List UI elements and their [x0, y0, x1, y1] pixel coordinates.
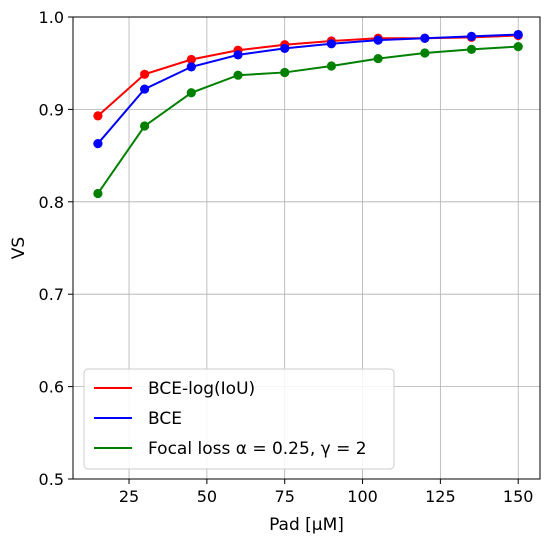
x-tick-label: 25 [119, 487, 139, 506]
data-point [186, 62, 196, 72]
x-tick-label: 100 [347, 487, 378, 506]
series-line [97, 45, 519, 195]
series-bce [93, 29, 523, 149]
data-point [280, 43, 290, 54]
data-point [373, 53, 383, 64]
data-point [420, 48, 430, 58]
data-point [140, 69, 150, 79]
series-bce-log-iou [93, 30, 523, 121]
y-tick-label: 0.6 [39, 378, 64, 397]
legend-label: BCE [148, 409, 182, 429]
data-point [140, 121, 150, 131]
x-axis-label: Pad [μM] [269, 515, 344, 535]
x-tick-label: 125 [425, 487, 456, 506]
data-point [93, 138, 103, 149]
x-tick-label: 50 [197, 487, 217, 506]
legend-item: BCE [94, 409, 182, 429]
data-point [373, 35, 383, 45]
x-tick-label: 150 [503, 487, 534, 506]
data-point [233, 70, 243, 80]
data-point [513, 41, 523, 52]
data-point [140, 84, 150, 94]
data-point [513, 29, 523, 40]
y-tick-label: 0.9 [39, 100, 64, 119]
data-point [326, 39, 337, 49]
data-point [466, 31, 477, 42]
series-layer [93, 29, 523, 199]
axis-ticks: 25 50 75 100 125 150 0.5 0.6 0.7 0.8 0.9 1.0 [39, 8, 534, 506]
legend-item: Focal loss α = 0.25, γ = 2 [94, 439, 367, 459]
data-point [186, 54, 196, 65]
data-point [233, 50, 243, 60]
y-tick-label: 1.0 [39, 8, 64, 27]
y-tick-label: 0.8 [39, 193, 64, 212]
legend-box [83, 368, 395, 470]
data-point [466, 44, 477, 54]
legend-item: BCE-log(IoU) [94, 379, 255, 399]
legend-label: Focal loss α = 0.25, γ = 2 [148, 439, 367, 459]
data-point [420, 33, 430, 43]
legend: BCE-log(IoU) BCE Focal loss α = 0.25, γ = … [83, 368, 395, 470]
series-line [97, 33, 519, 145]
y-tick-label: 0.5 [39, 470, 64, 489]
series-focal-loss-0-25-2 [93, 41, 523, 199]
data-point [280, 67, 290, 78]
series-line [97, 34, 519, 117]
data-point [93, 111, 103, 121]
y-tick-label: 0.7 [39, 285, 64, 304]
data-point [93, 188, 103, 199]
x-tick-label: 75 [275, 487, 295, 506]
data-point [186, 88, 196, 98]
data-point [326, 61, 337, 71]
legend-label: BCE-log(IoU) [148, 379, 255, 399]
plot-frame [72, 16, 541, 480]
y-axis-label: VS [9, 237, 29, 259]
